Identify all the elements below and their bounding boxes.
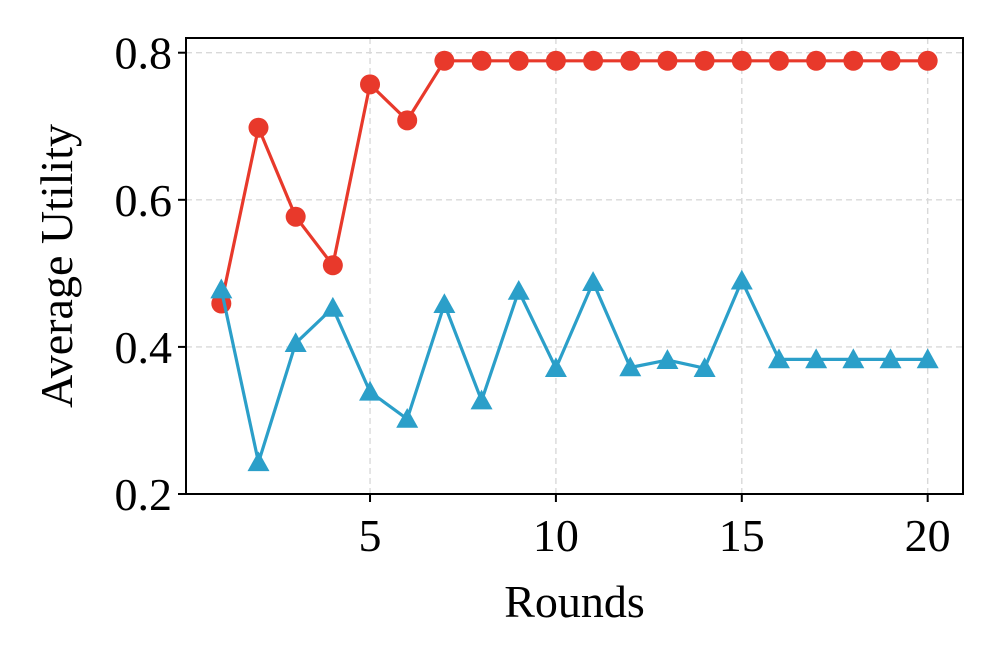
- data-point: [471, 50, 492, 71]
- y-axis-label: Average Utility: [31, 124, 82, 408]
- series-group: [210, 50, 939, 472]
- data-point: [210, 278, 233, 299]
- axis-ticks: 5 10 15 20 0.2 0.4 0.6 0.8: [115, 28, 951, 561]
- x-tick-label: 10: [533, 510, 579, 561]
- data-point: [507, 280, 530, 300]
- data-point: [248, 117, 269, 138]
- data-point: [842, 348, 865, 369]
- grid-lines: [186, 38, 963, 495]
- data-point: [434, 50, 455, 71]
- data-point: [730, 269, 753, 290]
- data-point: [470, 389, 493, 410]
- series-1: [211, 50, 938, 314]
- data-point: [360, 74, 381, 95]
- data-point: [321, 296, 344, 317]
- data-point: [619, 356, 642, 377]
- data-point: [916, 348, 939, 369]
- x-tick-label: 20: [905, 510, 951, 561]
- data-point: [620, 50, 641, 71]
- data-point: [396, 407, 419, 428]
- data-point: [545, 50, 566, 71]
- data-point: [843, 50, 864, 71]
- data-point: [917, 50, 938, 71]
- data-point: [583, 50, 604, 71]
- data-point: [880, 50, 901, 71]
- data-point: [767, 348, 790, 369]
- data-point: [285, 206, 306, 227]
- x-axis-label: Rounds: [504, 576, 645, 627]
- data-point: [806, 50, 827, 71]
- y-tick-label: 0.8: [115, 28, 173, 79]
- series-line: [219, 279, 928, 464]
- y-tick-label: 0.2: [115, 469, 173, 520]
- data-point: [359, 380, 382, 401]
- data-point: [322, 255, 343, 276]
- x-tick-label: 15: [719, 510, 765, 561]
- data-point: [433, 293, 456, 314]
- x-tick-label: 5: [359, 510, 382, 561]
- data-point: [657, 50, 678, 71]
- data-point: [693, 357, 716, 378]
- y-tick-label: 0.6: [115, 175, 173, 226]
- data-point: [544, 357, 567, 378]
- data-point: [656, 349, 679, 369]
- data-point: [768, 50, 789, 71]
- data-point: [879, 348, 902, 369]
- series-2: [210, 269, 939, 472]
- data-point: [694, 50, 715, 71]
- data-point: [284, 332, 307, 353]
- data-point: [508, 50, 529, 71]
- data-point: [397, 110, 418, 131]
- plot-frame: [185, 37, 964, 495]
- data-point: [582, 271, 605, 291]
- y-tick-label: 0.4: [115, 322, 173, 373]
- data-point: [805, 348, 828, 369]
- data-point: [731, 50, 752, 71]
- data-point: [247, 451, 270, 472]
